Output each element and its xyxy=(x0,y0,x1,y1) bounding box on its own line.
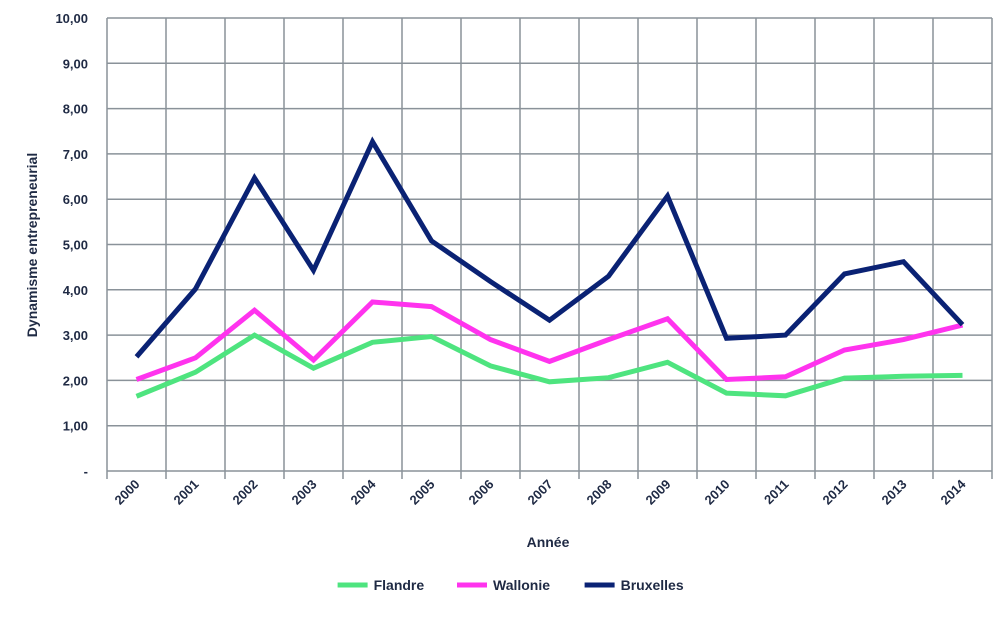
series-lines xyxy=(134,136,965,399)
grid xyxy=(106,17,993,479)
x-tick-label: 2000 xyxy=(112,477,143,508)
y-tick-label: 10,00 xyxy=(55,11,88,26)
x-tick-label: 2004 xyxy=(348,476,380,508)
x-tick-label: 2013 xyxy=(879,477,910,508)
legend-label-bruxelles: Bruxelles xyxy=(621,577,684,593)
series-line-wallonie xyxy=(135,299,964,383)
y-tick-label: 3,00 xyxy=(63,328,88,343)
y-axis-title: Dynamisme entrepreneurial xyxy=(24,153,40,337)
y-tick-label: 2,00 xyxy=(63,373,88,388)
y-tick-label: 5,00 xyxy=(63,238,88,253)
series-line-bruxelles xyxy=(134,136,965,359)
x-tick-label: 2014 xyxy=(938,476,970,508)
series-line-flandre xyxy=(135,332,963,399)
x-tick-label: 2003 xyxy=(289,477,320,508)
legend-label-flandre: Flandre xyxy=(374,577,425,593)
y-tick-label: 7,00 xyxy=(63,147,88,162)
y-tick-label: - xyxy=(84,464,88,479)
legend-label-wallonie: Wallonie xyxy=(493,577,550,593)
x-tick-label: 2011 xyxy=(761,477,792,508)
x-tick-label: 2002 xyxy=(230,477,261,508)
x-tick-label: 2001 xyxy=(171,477,202,508)
x-tick-label: 2007 xyxy=(525,477,556,508)
x-tick-label: 2010 xyxy=(702,477,733,508)
legend: Flandre Wallonie Bruxelles xyxy=(337,577,684,593)
y-tick-label: 4,00 xyxy=(63,283,88,298)
y-tick-label: 8,00 xyxy=(63,102,88,117)
x-axis-title: Année xyxy=(527,534,570,550)
x-tick-label: 2005 xyxy=(407,477,438,508)
x-tick-label: 2012 xyxy=(820,477,851,508)
x-tick-label: 2008 xyxy=(584,477,615,508)
x-tick-labels: 2000 2001 2002 2003 2004 2005 2006 2007 2008 2009… xyxy=(112,476,970,508)
y-tick-label: 9,00 xyxy=(63,56,88,71)
x-tick-label: 2006 xyxy=(466,477,497,508)
y-tick-label: 1,00 xyxy=(63,419,88,434)
x-tick-label: 2009 xyxy=(643,477,674,508)
y-tick-label: 6,00 xyxy=(63,192,88,207)
y-tick-labels: - 1,00 2,00 3,00 4,00 5,00 6,00 7,00 8,00 9,00 10,… xyxy=(55,11,88,479)
